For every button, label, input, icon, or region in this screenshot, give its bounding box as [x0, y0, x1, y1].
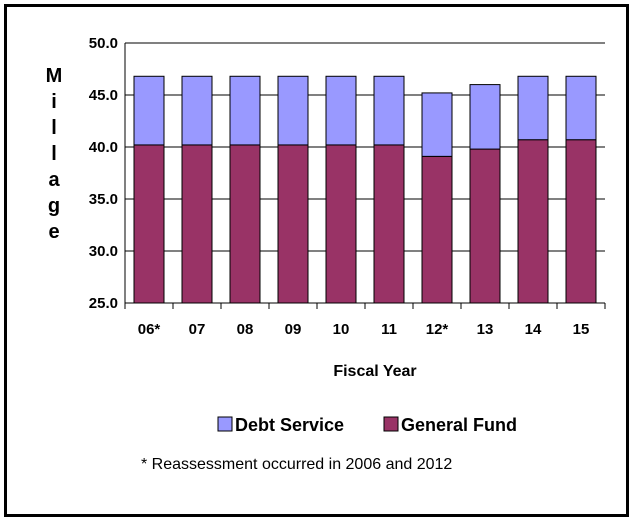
y-axis-label-letter: i [51, 91, 57, 113]
bar-debt-service [469, 84, 501, 150]
y-tick-label: 30.0 [89, 243, 118, 260]
y-tick-label: 45.0 [89, 87, 118, 104]
bar-debt-service [277, 75, 309, 146]
x-tick-labels: 06* 07 08 09 10 11 12* 13 14 15 [138, 321, 590, 338]
bar-debt-service [229, 75, 261, 146]
x-tick-label: 11 [381, 321, 397, 338]
y-tick-label: 50.0 [89, 35, 118, 52]
legend-label-general-fund: General Fund [401, 415, 517, 435]
x-tick-label: 07 [189, 321, 206, 338]
legend-swatch-general-fund [383, 416, 399, 432]
bar-debt-service [373, 75, 405, 146]
y-axis-label-letter: l [51, 143, 57, 165]
x-tick-label: 10 [333, 321, 350, 338]
bar-general-fund [277, 144, 309, 304]
bar-debt-service [181, 75, 213, 146]
y-axis-label-letter: g [48, 195, 60, 217]
x-tick-label: 15 [573, 321, 590, 338]
y-axis-label-letter: e [48, 221, 59, 243]
x-tick-label: 12* [426, 321, 449, 338]
bar-debt-service [517, 75, 549, 141]
x-tick-label: 14 [525, 321, 542, 338]
y-axis-label-letter: l [51, 117, 57, 139]
x-tick-label: 08 [237, 321, 254, 338]
bar-general-fund [229, 144, 261, 304]
y-axis-label-letter: a [48, 169, 60, 191]
y-tick-label: 35.0 [89, 191, 118, 208]
legend: Debt Service General Fund [217, 415, 517, 435]
bar-general-fund [181, 144, 213, 304]
bar-general-fund [517, 139, 549, 304]
x-tick-label: 13 [477, 321, 494, 338]
y-tick-label: 25.0 [89, 295, 118, 312]
bar-general-fund [565, 139, 597, 304]
x-tick-label: 09 [285, 321, 302, 338]
bar-general-fund [325, 144, 357, 304]
bar-debt-service [565, 75, 597, 141]
legend-swatch-debt-service [217, 416, 233, 432]
y-tick-label: 40.0 [89, 139, 118, 156]
bar-general-fund [421, 155, 453, 304]
footnote: * Reassessment occurred in 2006 and 2012 [141, 456, 452, 473]
bar-general-fund [133, 144, 165, 304]
x-axis-title: Fiscal Year [333, 363, 416, 380]
bar-general-fund [373, 144, 405, 304]
bar-debt-service [325, 75, 357, 146]
y-axis-label-letter: M [46, 65, 63, 87]
bar-general-fund [469, 148, 501, 304]
y-tick-labels: 25.0 30.0 35.0 40.0 45.0 50.0 [89, 35, 118, 312]
x-tick-label: 06* [138, 321, 161, 338]
legend-label-debt-service: Debt Service [235, 415, 344, 435]
bars [133, 75, 597, 304]
bar-debt-service [421, 92, 453, 157]
bar-debt-service [133, 75, 165, 146]
